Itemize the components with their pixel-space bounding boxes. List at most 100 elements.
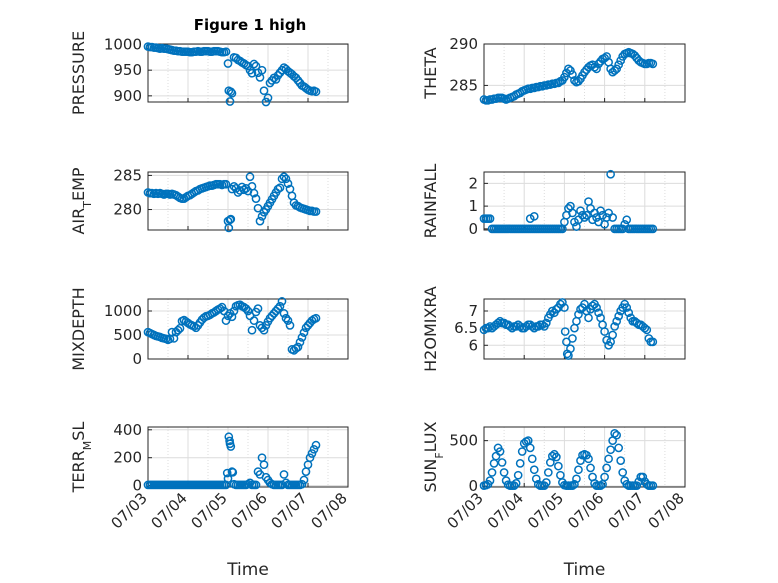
data-point	[602, 463, 611, 473]
data-point	[638, 472, 648, 482]
data-point	[257, 65, 267, 75]
data-point	[614, 60, 624, 70]
subplot-air-temp: 280 285 AIRTEMP	[69, 166, 349, 235]
y-tick-label: 200	[113, 449, 142, 467]
data-point	[570, 479, 579, 489]
data-point	[275, 183, 285, 193]
data-point	[632, 481, 642, 490]
data-point	[487, 468, 497, 477]
data-point	[592, 303, 601, 312]
data-point	[564, 64, 573, 74]
data-point	[574, 465, 583, 475]
data-point	[221, 47, 231, 57]
data-point	[225, 436, 234, 446]
data-point	[566, 344, 575, 354]
data-point	[253, 304, 263, 313]
data-point	[616, 456, 626, 465]
data-point	[616, 56, 626, 65]
data-point	[558, 298, 567, 307]
data-point	[247, 68, 257, 78]
data-point	[576, 456, 585, 465]
data-point	[547, 451, 557, 461]
data-point	[648, 59, 658, 69]
data-point	[554, 461, 563, 471]
y-axis-label: RAINFALL	[421, 164, 440, 239]
data-point	[277, 297, 287, 306]
data-point	[640, 323, 650, 333]
y-tick-label: 7	[468, 302, 478, 320]
y-tick-label: 950	[113, 61, 142, 79]
data-point	[648, 337, 658, 347]
y-tick-label: 280	[113, 201, 142, 219]
data-point	[245, 172, 255, 182]
y-tick-label: 0	[468, 477, 478, 495]
data-point	[612, 64, 622, 74]
y-tick-label: 285	[113, 166, 142, 184]
subplot-mixdepth: 0 500 1000 MIXDEPTH	[69, 287, 349, 371]
data-point	[485, 214, 495, 223]
data-point	[295, 337, 305, 347]
data-point	[624, 308, 634, 318]
data-point	[228, 467, 238, 477]
data-point	[297, 333, 307, 342]
data-point	[243, 306, 253, 316]
data-point	[608, 213, 617, 222]
data-point	[279, 309, 289, 318]
y-tick-label: 1000	[104, 302, 142, 320]
data-point	[604, 454, 613, 464]
data-point	[560, 303, 569, 312]
data-point	[255, 216, 265, 226]
data-point	[271, 75, 281, 84]
data-point	[281, 313, 291, 323]
data-point	[588, 301, 597, 311]
y-tick-label: 400	[113, 421, 142, 439]
data-point	[602, 335, 611, 345]
axes-box	[483, 43, 686, 103]
data-point	[509, 481, 519, 490]
data-point	[243, 479, 253, 489]
data-point	[305, 453, 315, 463]
data-point	[273, 184, 283, 194]
data-point	[493, 318, 503, 328]
data-point	[610, 66, 620, 75]
data-point	[531, 474, 541, 484]
data-point	[543, 468, 553, 477]
data-point	[229, 181, 239, 191]
data-point	[485, 322, 495, 331]
data-point	[594, 308, 603, 318]
data-point	[279, 172, 289, 182]
data-point	[226, 214, 236, 224]
axes-box	[483, 426, 686, 488]
data-point	[527, 454, 537, 464]
data-point	[537, 320, 547, 330]
data-point	[618, 468, 628, 477]
data-point	[614, 311, 624, 321]
data-point	[648, 224, 658, 234]
data-point	[485, 476, 495, 485]
data-point	[283, 316, 293, 325]
data-point	[515, 459, 525, 468]
data-point	[224, 223, 234, 233]
data-point	[511, 322, 521, 331]
data-point	[584, 313, 593, 323]
y-tick-label: 500	[113, 326, 142, 344]
data-point	[291, 344, 301, 353]
subplot-pressure: 900 950 1000 PRESSURE	[69, 31, 349, 115]
y-tick-label: 290	[449, 35, 478, 53]
data-point	[307, 449, 317, 458]
data-point	[521, 322, 531, 331]
data-point	[299, 328, 309, 337]
data-point	[241, 304, 251, 313]
y-axis-label: AIRTEMP	[69, 167, 94, 234]
data-point	[249, 188, 259, 198]
subplot-rainfall: 0 1 2 RAINFALL	[421, 164, 686, 239]
data-point	[497, 458, 507, 467]
data-point	[483, 323, 493, 333]
data-point	[578, 210, 587, 220]
axes-box	[147, 43, 349, 103]
data-point	[223, 59, 233, 68]
data-point	[499, 468, 509, 477]
subplot-theta: 285 290 THETA	[421, 35, 686, 105]
data-point	[225, 97, 235, 106]
